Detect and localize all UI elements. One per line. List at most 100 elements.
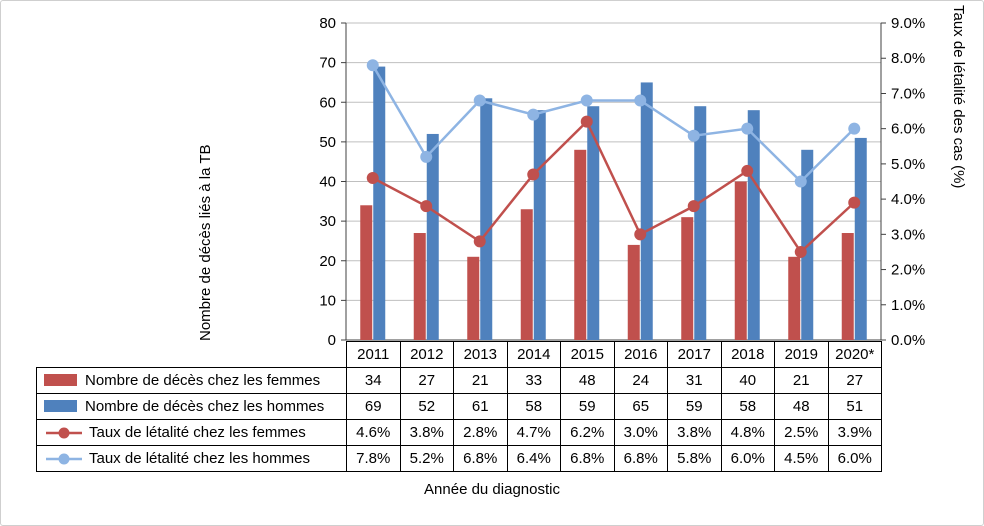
value-cell: 4.6% [346, 419, 401, 446]
bar-hommes [426, 133, 439, 340]
value-cell: 7.8% [346, 445, 401, 472]
bar-legend-key-icon [44, 374, 77, 386]
left-axis-tick-label: 0 [328, 332, 336, 349]
value-cell: 65 [613, 393, 668, 420]
value-cell: 31 [667, 367, 722, 394]
value-cell: 27 [827, 367, 882, 394]
line-marker [473, 94, 486, 107]
value-cell: 48 [774, 393, 829, 420]
right-axis-tick-label: 3.0% [891, 226, 925, 243]
line-marker [741, 164, 754, 177]
left-axis-tick-label: 70 [319, 55, 336, 72]
bar-femmes [413, 233, 426, 340]
year-header-cell: 2013 [453, 341, 508, 368]
right-axis-tick-label: 4.0% [891, 191, 925, 208]
left-axis-tick-label: 10 [319, 292, 336, 309]
legend-cell: Nombre de décès chez les femmes [36, 367, 347, 394]
value-cell: 3.9% [827, 419, 882, 446]
line-marker [687, 200, 700, 213]
value-cell: 2.8% [453, 419, 508, 446]
bar-femmes [681, 217, 694, 340]
line-marker [420, 200, 433, 213]
right-axis-title: Taux de létalité des cas (%) [950, 5, 967, 189]
year-header-cell: 2018 [720, 341, 775, 368]
line-marker [741, 122, 754, 135]
value-cell: 33 [506, 367, 561, 394]
year-header-cell: 2020* [827, 341, 882, 368]
year-header-cell: 2014 [506, 341, 561, 368]
bar-femmes [574, 149, 587, 340]
line-series-femmes [372, 119, 856, 254]
series-name-label: Taux de létalité chez les femmes [89, 424, 306, 441]
line-marker [580, 94, 593, 107]
value-cell: 6.2% [560, 419, 615, 446]
table-row-series: Taux de létalité chez les hommes 7.8% 5.2%… [36, 445, 882, 472]
line-marker [848, 122, 861, 135]
line-marker [634, 228, 647, 241]
left-axis-tick-label: 20 [319, 253, 336, 270]
value-cell: 6.8% [453, 445, 508, 472]
line-legend-key-icon [46, 427, 82, 439]
value-cell: 48 [560, 367, 615, 394]
value-cell: 58 [720, 393, 775, 420]
line-marker [527, 168, 540, 181]
legend-cell: Taux de létalité chez les femmes [36, 419, 347, 446]
bar-femmes [627, 244, 640, 340]
value-cell: 6.0% [827, 445, 882, 472]
bar-hommes [373, 66, 386, 341]
line-marker [687, 129, 700, 142]
left-axis-tick-label: 80 [319, 15, 336, 32]
right-axis-tick-label: 0.0% [891, 332, 925, 349]
year-header-cell: 2015 [560, 341, 615, 368]
left-axis-tick-label: 60 [319, 94, 336, 111]
table-row-series: Nombre de décès chez les hommes 69 52 61 58 5… [36, 393, 882, 420]
year-header-cell: 2012 [399, 341, 454, 368]
value-cell: 5.2% [399, 445, 454, 472]
left-axis-title: Nombre de décès liés à la TB [197, 144, 214, 342]
line-marker [634, 94, 647, 107]
year-header-cell: 2011 [346, 341, 401, 368]
table-corner-cell [37, 342, 347, 368]
bar-hommes [533, 110, 546, 340]
combo-chart-plot: 0 10 20 30 40 50 60 70 80 0.0% 1.0% 2.0% 3.0% 4.0% 5.0… [319, 15, 925, 349]
right-axis-tick-label: 9.0% [891, 15, 925, 32]
value-cell: 61 [453, 393, 508, 420]
bar-hommes [640, 82, 653, 340]
series-name-label: Taux de létalité chez les hommes [89, 450, 310, 467]
value-cell: 4.8% [720, 419, 775, 446]
year-header-cell: 2017 [667, 341, 722, 368]
bar-hommes [587, 106, 600, 341]
left-axis-tick-label: 40 [319, 174, 336, 191]
bar-femmes [467, 256, 480, 340]
value-cell: 2.5% [774, 419, 829, 446]
legend-cell: Nombre de décès chez les hommes [36, 393, 347, 420]
year-header-cell: 2019 [774, 341, 829, 368]
right-axis-tick-label: 6.0% [891, 121, 925, 138]
value-cell: 58 [506, 393, 561, 420]
bar-femmes [841, 233, 854, 340]
value-cell: 69 [346, 393, 401, 420]
right-axis-tick-label: 8.0% [891, 50, 925, 67]
bar-hommes [694, 106, 707, 341]
value-cell: 27 [399, 367, 454, 394]
line-marker [366, 171, 379, 184]
right-axis-tick-label: 5.0% [891, 156, 925, 173]
year-header-cell: 2016 [613, 341, 668, 368]
right-axis-tick-label: 2.0% [891, 262, 925, 279]
series-name-label: Nombre de décès chez les femmes [85, 372, 321, 389]
line-legend-key-icon [46, 453, 82, 465]
value-cell: 3.8% [399, 419, 454, 446]
value-cell: 4.5% [774, 445, 829, 472]
value-cell: 5.8% [667, 445, 722, 472]
value-cell: 21 [453, 367, 508, 394]
value-cell: 24 [613, 367, 668, 394]
line-series-hommes [371, 64, 856, 184]
value-cell: 6.0% [720, 445, 775, 472]
bar-hommes [854, 137, 867, 340]
line-marker [473, 235, 486, 248]
bar-femmes [520, 209, 533, 340]
value-cell: 3.8% [667, 419, 722, 446]
bar-hommes [747, 110, 760, 340]
value-cell: 51 [827, 393, 882, 420]
